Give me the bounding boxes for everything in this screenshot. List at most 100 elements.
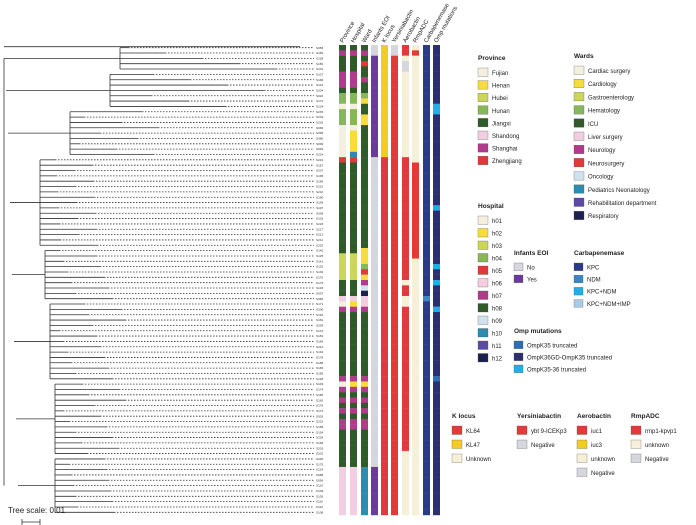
rmp-cell	[412, 157, 419, 163]
province-cell	[339, 285, 346, 291]
rmp-cell	[412, 301, 419, 307]
legend-swatch	[477, 215, 489, 225]
carbapenemase-cell	[423, 189, 430, 195]
aerobactin-cell	[402, 493, 409, 500]
aerobactin-cell	[402, 178, 409, 185]
aerobactin-cell	[402, 55, 409, 62]
province-cell	[339, 205, 346, 211]
hospital-cell	[350, 509, 357, 516]
omp-cell	[433, 103, 440, 110]
rmp-cell	[412, 125, 419, 131]
province-cell	[339, 344, 346, 350]
hospital-cell	[350, 328, 357, 334]
omp-cell	[433, 151, 440, 158]
omp-cell	[433, 386, 440, 393]
infants-cell	[371, 498, 378, 505]
k-locus-cell	[381, 344, 388, 350]
leaf-label: S203	[316, 446, 324, 450]
legend-swatch	[477, 118, 489, 128]
ybt-cell	[391, 296, 398, 302]
carbapenemase-cell	[423, 210, 430, 217]
aerobactin-cell	[402, 258, 409, 265]
carbapenemase-cell	[423, 258, 430, 265]
rmp-cell	[412, 247, 419, 254]
legend-label: h10	[492, 332, 503, 338]
carbapenemase-cell	[423, 333, 430, 339]
omp-cell	[433, 98, 440, 104]
legend-label: Yes	[527, 277, 537, 283]
ybt-cell	[391, 280, 398, 286]
province-cell	[339, 162, 346, 169]
rmp-cell	[412, 370, 419, 377]
k-locus-cell	[381, 109, 388, 115]
k-locus-cell	[381, 98, 388, 104]
carbapenemase-cell	[423, 386, 430, 393]
ybt-cell	[391, 333, 398, 339]
province-cell	[339, 274, 346, 281]
legend-title: Carbapenemase	[574, 250, 625, 257]
province-cell	[339, 109, 346, 115]
hospital-cell	[350, 306, 357, 313]
carbapenemase-cell	[423, 413, 430, 420]
leaf-label: S212	[316, 345, 324, 349]
k-locus-cell	[381, 167, 388, 174]
ward-cell	[361, 146, 368, 153]
legend-wards: Wards Cardiac surgery Cardiology Gastroente…	[573, 53, 657, 220]
omp-cell	[433, 456, 440, 462]
rmp-cell	[412, 354, 419, 361]
infants-cell	[371, 173, 378, 179]
ybt-cell	[391, 504, 398, 510]
carbapenemase-cell	[423, 322, 430, 329]
legend-label: ICU	[588, 122, 598, 128]
ybt-cell	[391, 162, 398, 169]
legend-label: OmpK35 truncated	[527, 343, 577, 349]
carbapenemase-cell	[423, 360, 430, 366]
ward-cell	[361, 215, 368, 222]
ward-cell	[361, 418, 368, 425]
aerobactin-cell	[402, 205, 409, 211]
infants-cell	[371, 215, 378, 222]
k-locus-cell	[381, 456, 388, 462]
legend-label: Hunan	[492, 109, 510, 115]
legend-label: h06	[492, 282, 503, 288]
hospital-cell	[350, 322, 357, 329]
omp-cell	[433, 178, 440, 185]
ward-cell	[361, 77, 368, 83]
rmp-cell	[412, 45, 419, 51]
ward-cell	[361, 466, 368, 473]
ybt-cell	[391, 237, 398, 243]
carbapenemase-cell	[423, 274, 430, 281]
carbapenemase-cell	[423, 199, 430, 206]
ward-cell	[361, 247, 368, 254]
omp-cell	[433, 504, 440, 510]
k-locus-cell	[381, 242, 388, 249]
aerobactin-cell	[402, 237, 409, 243]
carbapenemase-cell	[423, 242, 430, 249]
legend-swatch	[513, 340, 524, 349]
ward-cell	[361, 461, 368, 468]
carbapenemase-cell	[423, 354, 430, 361]
k-locus-cell	[381, 71, 388, 78]
leaf-label: S222	[316, 420, 324, 424]
province-cell	[339, 376, 346, 382]
omp-cell	[433, 221, 440, 227]
ybt-cell	[391, 61, 398, 67]
province-cell	[339, 392, 346, 398]
carbapenemase-cell	[423, 231, 430, 238]
ward-cell	[361, 456, 368, 462]
ybt-cell	[391, 263, 398, 270]
legend-klocus: K locus KL64 KL47 Unknown	[451, 413, 491, 463]
hospital-cell	[350, 125, 357, 131]
carbapenemase-cell	[423, 237, 430, 243]
infants-cell	[371, 312, 378, 318]
hospital-cell	[350, 253, 357, 259]
omp-cell	[433, 498, 440, 505]
rmp-cell	[412, 103, 419, 110]
hospital-cell	[350, 167, 357, 174]
legend-label: OmpK35-36 truncated	[527, 367, 586, 373]
infants-cell	[371, 445, 378, 452]
infants-cell	[371, 482, 378, 489]
rmp-cell	[412, 296, 419, 302]
carbapenemase-cell	[423, 183, 430, 190]
province-cell	[339, 445, 346, 452]
